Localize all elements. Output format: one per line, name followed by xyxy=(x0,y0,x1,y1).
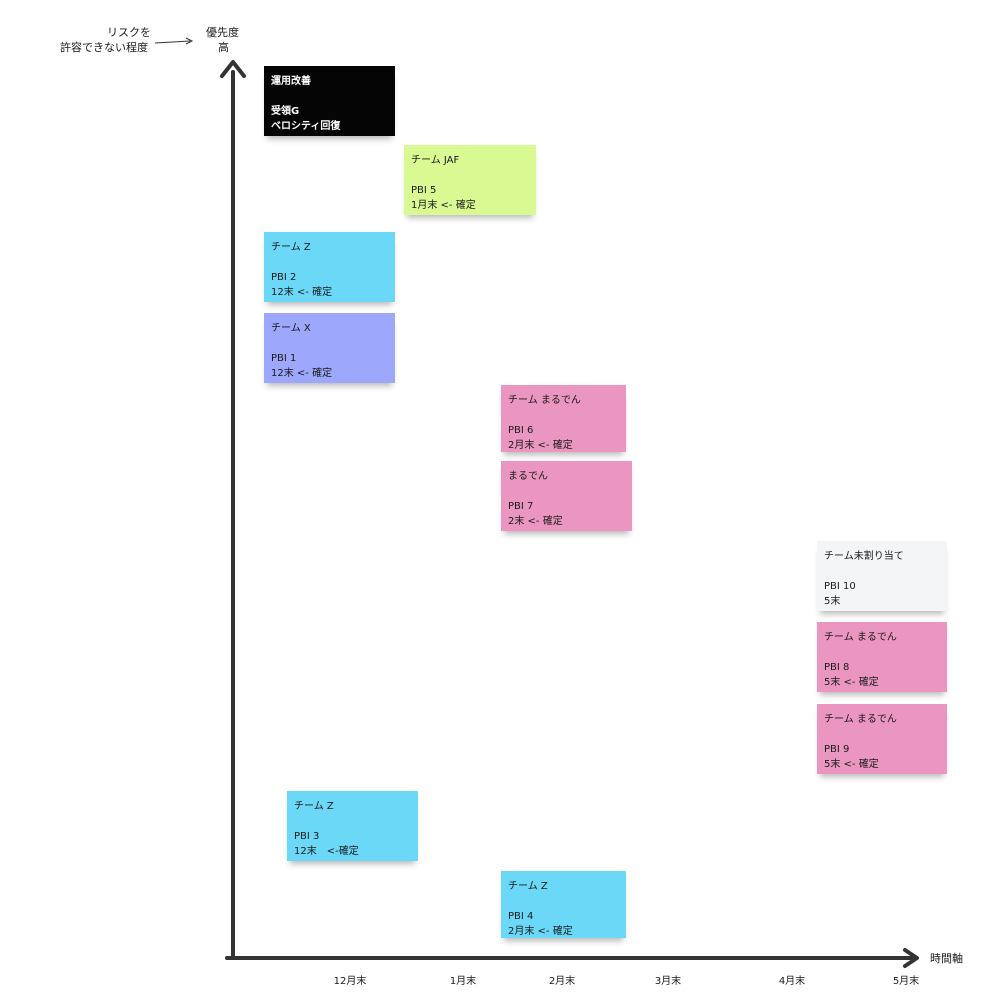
tick-label-feb: 2月末 xyxy=(548,976,576,987)
tick-label-apr: 4月末 xyxy=(778,976,806,987)
note-title: チーム Z xyxy=(294,801,334,812)
sticky-note-pbi2[interactable]: チーム Z PBI 2 12末 <- 確定 xyxy=(264,232,395,302)
note-spacer xyxy=(411,168,529,183)
risk-pointer-arrowhead xyxy=(185,37,194,45)
sticky-note-pbi7[interactable]: まるでん PBI 7 2末 <- 確定 xyxy=(501,461,632,531)
note-body-line2: 5末 <- 確定 xyxy=(824,759,879,770)
sticky-note-pbi3[interactable]: チーム Z PBI 3 12末 <-確定 xyxy=(287,791,418,861)
note-spacer xyxy=(824,727,940,742)
note-body-line1: PBI 3 xyxy=(294,831,320,842)
sticky-note-pbi4[interactable]: チーム Z PBI 4 2月末 <- 確定 xyxy=(501,871,626,938)
time-axis-label: 時間軸 xyxy=(930,952,963,965)
note-body-line2: 12末 <-確定 xyxy=(294,846,359,857)
note-title: 運用改善 xyxy=(271,76,311,87)
note-spacer xyxy=(508,484,625,499)
note-spacer xyxy=(824,645,940,660)
note-body-line2: 5末 xyxy=(824,596,841,607)
tick-label-jan: 1月末 xyxy=(449,976,477,987)
note-body-line1: 受領G xyxy=(271,106,300,117)
note-body-line1: PBI 6 xyxy=(508,425,534,436)
note-body-line2: ベロシティ回復 xyxy=(271,121,341,132)
note-body-line1: PBI 4 xyxy=(508,911,534,922)
note-title: チーム未割り当て xyxy=(824,551,904,562)
note-body-line2: 2末 <- 確定 xyxy=(508,516,563,527)
note-title: チーム まるでん xyxy=(508,395,581,406)
note-body-line2: 2月末 <- 確定 xyxy=(508,926,573,937)
sticky-note-pbi9[interactable]: チーム まるでん PBI 9 5末 <- 確定 xyxy=(817,704,947,774)
note-title: チーム JAF xyxy=(411,155,460,166)
note-spacer xyxy=(294,814,411,829)
note-body-line1: PBI 1 xyxy=(271,353,297,364)
sticky-note-ops-improvement[interactable]: 運用改善 受領G ベロシティ回復 xyxy=(264,66,395,136)
priority-axis-label-line1: 優先度 xyxy=(206,26,239,39)
risk-label-line1: リスクを xyxy=(107,26,151,39)
note-body-line2: 1月末 <- 確定 xyxy=(411,200,476,211)
note-body-line1: PBI 9 xyxy=(824,744,850,755)
note-body-line1: PBI 5 xyxy=(411,185,437,196)
note-title: チーム まるでん xyxy=(824,714,897,725)
note-spacer xyxy=(508,894,619,909)
note-body-line1: PBI 10 xyxy=(824,581,856,592)
sticky-note-pbi1[interactable]: チーム X PBI 1 12末 <- 確定 xyxy=(264,313,395,383)
note-title: チーム Z xyxy=(271,242,311,253)
note-body-line2: 12末 <- 確定 xyxy=(271,287,333,298)
sticky-note-pbi8[interactable]: チーム まるでん PBI 8 5末 <- 確定 xyxy=(817,622,947,692)
note-body-line2: 2月末 <- 確定 xyxy=(508,440,573,451)
note-body-line2: 12末 <- 確定 xyxy=(271,368,333,379)
tick-label-may: 5月末 xyxy=(892,976,920,987)
sticky-note-pbi6[interactable]: チーム まるでん PBI 6 2月末 <- 確定 xyxy=(501,385,626,452)
risk-pointer-line xyxy=(154,40,191,44)
note-body-line2: 5末 <- 確定 xyxy=(824,677,879,688)
priority-axis-arrowhead xyxy=(220,60,246,78)
note-body-line1: PBI 2 xyxy=(271,272,297,283)
note-spacer xyxy=(824,564,940,579)
note-title: チーム まるでん xyxy=(824,632,897,643)
time-axis-arrowhead xyxy=(903,948,919,968)
note-title: まるでん xyxy=(508,471,548,482)
note-spacer xyxy=(271,255,388,270)
note-title: チーム Z xyxy=(508,881,548,892)
note-spacer xyxy=(508,408,619,423)
risk-label-line2: 許容できない程度 xyxy=(60,41,148,54)
note-title: チーム X xyxy=(271,323,311,334)
priority-axis-label-line2: 高 xyxy=(218,41,229,54)
note-spacer xyxy=(271,336,388,351)
sticky-note-pbi5[interactable]: チーム JAF PBI 5 1月末 <- 確定 xyxy=(404,145,536,215)
sticky-note-pbi10[interactable]: チーム未割り当て PBI 10 5末 xyxy=(817,541,947,611)
tick-label-dec: 12月末 xyxy=(333,976,367,987)
tick-label-mar: 3月末 xyxy=(654,976,682,987)
note-spacer xyxy=(271,89,388,104)
note-body-line1: PBI 7 xyxy=(508,501,534,512)
note-body-line1: PBI 8 xyxy=(824,662,850,673)
